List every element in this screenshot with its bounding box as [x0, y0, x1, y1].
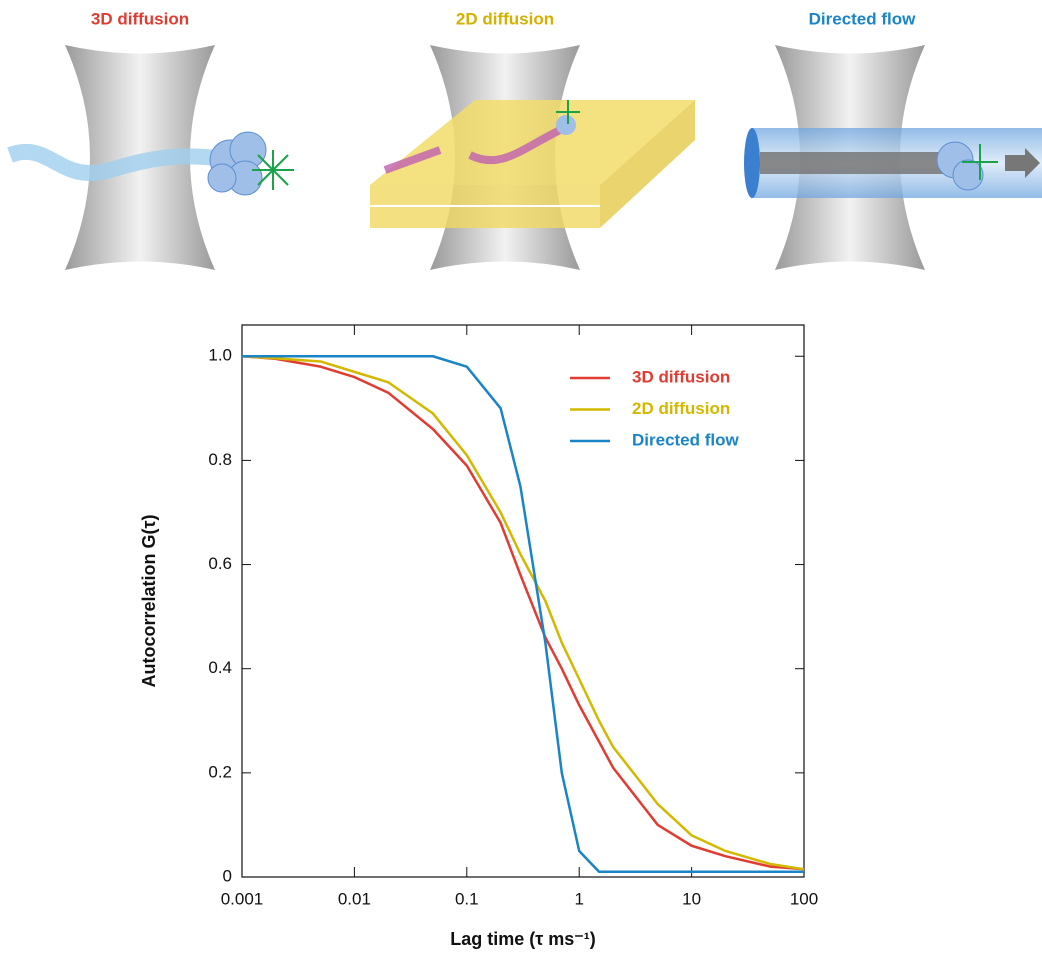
- panel-title: Directed flow: [809, 9, 917, 28]
- panel-title: 3D diffusion: [91, 9, 189, 28]
- x-tick-label: 100: [790, 889, 818, 908]
- y-tick-label: 0.8: [208, 450, 232, 469]
- x-tick-label: 0.001: [221, 889, 264, 908]
- x-axis-label: Lag time (τ ms⁻¹): [450, 929, 596, 949]
- y-tick-label: 0.2: [208, 762, 232, 781]
- y-tick-label: 0: [223, 866, 232, 885]
- legend-label: 3D diffusion: [632, 367, 730, 386]
- y-tick-label: 0.6: [208, 554, 232, 573]
- y-axis-label: Autocorrelation G(τ): [139, 514, 159, 687]
- x-tick-label: 0.01: [338, 889, 371, 908]
- illustration-3d: [7, 45, 294, 270]
- y-tick-label: 0.4: [208, 658, 232, 677]
- x-tick-label: 10: [682, 889, 701, 908]
- legend-label: Directed flow: [632, 430, 740, 449]
- x-tick-label: 0.1: [455, 889, 479, 908]
- plot-frame: [241, 324, 805, 878]
- x-tick-label: 1: [574, 889, 583, 908]
- panel-title: 2D diffusion: [456, 9, 554, 28]
- y-tick-label: 1.0: [208, 346, 232, 365]
- illustration-flow: [744, 45, 1042, 270]
- series-line: [241, 355, 805, 871]
- illustration-2d: [370, 45, 695, 270]
- legend-label: 2D diffusion: [632, 399, 730, 418]
- series-line: [242, 355, 804, 874]
